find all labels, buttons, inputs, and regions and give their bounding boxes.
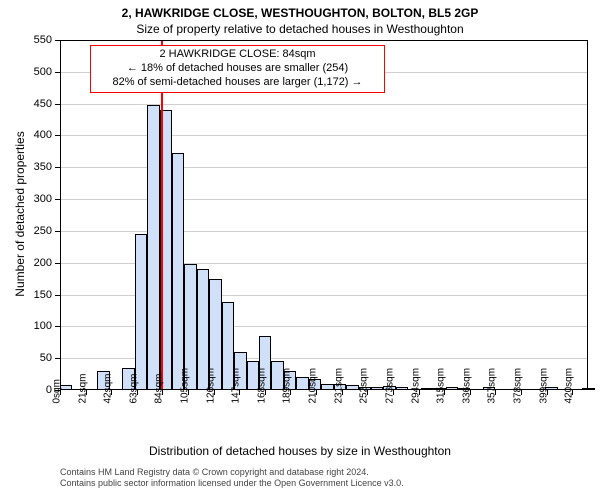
y-tick — [55, 167, 60, 168]
credits-line: Contains public sector information licen… — [60, 478, 404, 489]
y-tick — [55, 358, 60, 359]
y-tick — [55, 231, 60, 232]
page-title: 2, HAWKRIDGE CLOSE, WESTHOUGHTON, BOLTON… — [0, 6, 600, 20]
y-tick-label: 50 — [0, 352, 52, 364]
y-tick — [55, 104, 60, 105]
y-tick — [55, 199, 60, 200]
callout-line: ← 18% of detached houses are smaller (25… — [95, 62, 380, 76]
y-tick-label: 500 — [0, 66, 52, 78]
page-subtitle: Size of property relative to detached ho… — [0, 22, 600, 36]
callout-line: 2 HAWKRIDGE CLOSE: 84sqm — [95, 48, 380, 62]
y-tick-label: 0 — [0, 384, 52, 396]
y-tick-label: 550 — [0, 34, 52, 46]
y-tick — [55, 40, 60, 41]
y-axis-label: Number of detached properties — [13, 104, 27, 324]
credits-line: Contains HM Land Registry data © Crown c… — [60, 467, 404, 478]
x-axis-label: Distribution of detached houses by size … — [0, 444, 600, 458]
callout-box: 2 HAWKRIDGE CLOSE: 84sqm← 18% of detache… — [90, 45, 385, 93]
callout-line: 82% of semi-detached houses are larger (… — [95, 76, 380, 90]
y-tick — [55, 135, 60, 136]
y-tick — [55, 326, 60, 327]
y-tick — [55, 263, 60, 264]
credits: Contains HM Land Registry data © Crown c… — [60, 467, 404, 490]
y-tick — [55, 295, 60, 296]
y-tick — [55, 72, 60, 73]
